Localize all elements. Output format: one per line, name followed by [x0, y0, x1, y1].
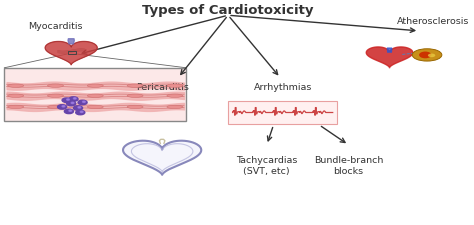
- Ellipse shape: [87, 105, 103, 109]
- Ellipse shape: [167, 94, 183, 97]
- Ellipse shape: [47, 94, 64, 97]
- Ellipse shape: [127, 84, 143, 87]
- Circle shape: [78, 100, 87, 105]
- Ellipse shape: [87, 94, 103, 97]
- Circle shape: [62, 98, 71, 102]
- Ellipse shape: [428, 54, 435, 57]
- Ellipse shape: [127, 105, 143, 109]
- Circle shape: [64, 109, 73, 114]
- Text: Bundle-branch
blocks: Bundle-branch blocks: [314, 156, 383, 176]
- Ellipse shape: [419, 52, 431, 58]
- Polygon shape: [123, 141, 201, 175]
- Text: Tachycardias
(SVT, etc): Tachycardias (SVT, etc): [236, 156, 297, 176]
- Ellipse shape: [47, 105, 64, 109]
- Bar: [68, 51, 76, 54]
- Circle shape: [80, 111, 83, 112]
- Polygon shape: [387, 48, 392, 52]
- Circle shape: [57, 105, 67, 109]
- Polygon shape: [366, 47, 413, 68]
- Circle shape: [67, 101, 76, 106]
- Circle shape: [67, 99, 69, 100]
- Ellipse shape: [8, 84, 24, 87]
- Polygon shape: [68, 39, 74, 44]
- Ellipse shape: [47, 84, 64, 87]
- Bar: [228, 101, 337, 124]
- Circle shape: [73, 106, 82, 110]
- Text: Atherosclerosis: Atherosclerosis: [397, 17, 469, 26]
- Circle shape: [62, 106, 65, 107]
- Ellipse shape: [167, 84, 183, 87]
- Circle shape: [76, 110, 85, 115]
- Circle shape: [73, 98, 76, 99]
- Bar: [4, 68, 186, 122]
- Circle shape: [71, 102, 74, 104]
- Text: Myocarditis: Myocarditis: [28, 22, 82, 31]
- Circle shape: [69, 97, 78, 101]
- Ellipse shape: [8, 94, 24, 97]
- Ellipse shape: [87, 84, 103, 87]
- Text: Arrhythmias: Arrhythmias: [254, 83, 312, 92]
- Text: Pericarditis: Pericarditis: [136, 83, 189, 92]
- Ellipse shape: [8, 105, 24, 109]
- Ellipse shape: [127, 94, 143, 97]
- Circle shape: [82, 101, 85, 102]
- Text: Types of Cardiotoxicity: Types of Cardiotoxicity: [142, 4, 314, 17]
- Ellipse shape: [167, 105, 183, 109]
- Ellipse shape: [412, 49, 442, 61]
- Circle shape: [69, 110, 72, 111]
- Circle shape: [78, 107, 81, 108]
- Polygon shape: [45, 41, 97, 65]
